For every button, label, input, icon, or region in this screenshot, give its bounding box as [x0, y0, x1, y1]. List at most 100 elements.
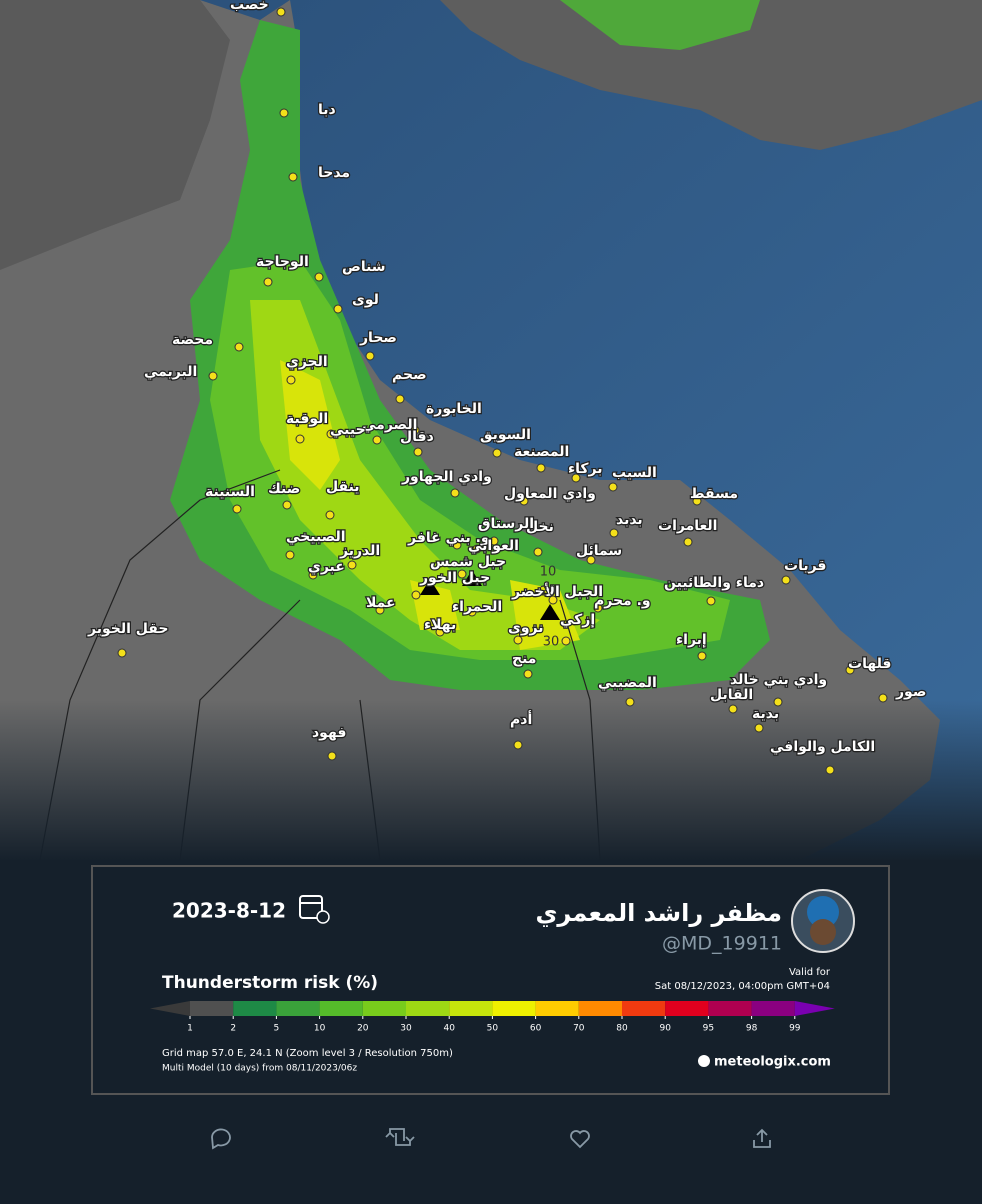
place-label: السنينة — [205, 484, 255, 500]
author-name: مظفر راشد المعمري — [535, 899, 782, 927]
place-dot — [325, 510, 335, 520]
place-dot — [692, 496, 702, 506]
place-label: صحار — [359, 330, 397, 346]
legend-tick-label: 30 — [400, 1024, 412, 1034]
place-label: بدبد — [616, 512, 643, 528]
place-label: الوجاجة — [256, 254, 309, 270]
legend-tick-label: 99 — [789, 1024, 801, 1034]
land-north — [440, 0, 982, 150]
place-label: دبا — [318, 102, 336, 118]
legend-segment — [708, 1001, 752, 1016]
legend-segment — [751, 1001, 795, 1016]
place-dot — [625, 697, 635, 707]
place-dot — [706, 596, 716, 606]
place-dot — [372, 435, 382, 445]
place-label: العامرات — [658, 518, 717, 534]
retweet-button[interactable] — [385, 1128, 415, 1146]
legend-tick-label: 40 — [443, 1024, 455, 1034]
place-label: البريمي — [144, 364, 197, 380]
place-dot — [395, 394, 405, 404]
place-dot — [513, 740, 523, 750]
place-label: إبراء — [676, 632, 707, 648]
legend-segment — [233, 1001, 277, 1016]
place-dot — [728, 704, 738, 714]
place-label: بركاء — [568, 461, 603, 477]
contour-label: 10 — [540, 565, 557, 580]
legend-tick-label: 95 — [703, 1024, 714, 1034]
place-dot — [286, 375, 296, 385]
place-dot — [375, 605, 385, 615]
place-label: سمائل — [576, 543, 622, 559]
place-dot — [609, 528, 619, 538]
legend-under — [150, 1001, 190, 1016]
place-dot — [276, 7, 286, 17]
place-label: السيب — [612, 465, 657, 481]
place-dot — [435, 627, 445, 637]
place-label: نزوى — [508, 620, 544, 636]
legend-segment — [535, 1001, 579, 1016]
place-dot — [411, 590, 421, 600]
place-dot — [533, 547, 543, 557]
legend-segment — [276, 1001, 320, 1016]
legend-tick-label: 98 — [746, 1024, 758, 1034]
place-dot — [365, 351, 375, 361]
place-dot — [308, 570, 318, 580]
place-label: صور — [895, 684, 926, 700]
brand-icon — [698, 1055, 710, 1067]
place-dot — [683, 537, 693, 547]
place-dot — [413, 447, 423, 457]
reply-button[interactable] — [211, 1128, 231, 1150]
place-dot — [593, 603, 603, 613]
legend-tick-label: 80 — [616, 1024, 628, 1034]
avatar-face — [810, 919, 836, 945]
place-dot — [586, 555, 596, 565]
place-label: عبري — [308, 559, 345, 576]
place-dot — [314, 272, 324, 282]
legend-segment — [665, 1001, 709, 1016]
place-label: نخل — [526, 519, 554, 535]
place-dot — [288, 172, 298, 182]
legend-segment — [492, 1001, 536, 1016]
place-dot — [548, 595, 558, 605]
place-dot — [232, 504, 242, 514]
legend-tick-label: 2 — [230, 1024, 236, 1034]
like-button[interactable] — [570, 1130, 590, 1149]
place-label: وادي المعاول — [504, 486, 596, 503]
place-label: بدية — [752, 706, 779, 722]
place-label: جبل الخور — [419, 570, 490, 586]
place-label: و. محرم — [594, 593, 651, 609]
place-dot — [825, 765, 835, 775]
legend-tick-label: 1 — [187, 1024, 193, 1034]
place-label: الحمراء — [452, 599, 502, 615]
model-info: Multi Model (10 days) from 08/11/2023/06… — [162, 1064, 357, 1074]
legend-segment — [190, 1001, 234, 1016]
contour-label: 20 — [540, 585, 557, 600]
place-label: الدريز — [339, 543, 380, 559]
place-label: الجبل الأخضر — [511, 583, 603, 600]
place-label: الصبيخي — [286, 529, 346, 545]
place-dot — [117, 648, 127, 658]
place-dot — [492, 448, 502, 458]
place-label: الكامل والوافي — [770, 739, 875, 755]
legend-segment — [319, 1001, 363, 1016]
place-dot — [754, 723, 764, 733]
risk-area-north — [560, 0, 760, 50]
place-dot — [285, 550, 295, 560]
place-dot — [878, 693, 888, 703]
legend-over — [794, 1001, 835, 1016]
info-card — [91, 865, 890, 1095]
place-dot — [513, 635, 523, 645]
place-label: قلهات — [848, 656, 891, 672]
legend-segment — [578, 1001, 622, 1016]
place-label: دماء والطائيين — [664, 575, 764, 591]
legend-tick-label: 20 — [357, 1024, 369, 1034]
place-label: بهلاء — [424, 617, 456, 633]
author-handle: @MD_19911 — [662, 933, 782, 955]
place-label: القابل — [710, 687, 753, 703]
legend-tick-label: 10 — [314, 1024, 326, 1034]
legend-segment — [449, 1001, 493, 1016]
place-dot — [773, 697, 783, 707]
place-label: و. بني غافر — [407, 530, 490, 546]
share-button[interactable] — [753, 1128, 771, 1148]
